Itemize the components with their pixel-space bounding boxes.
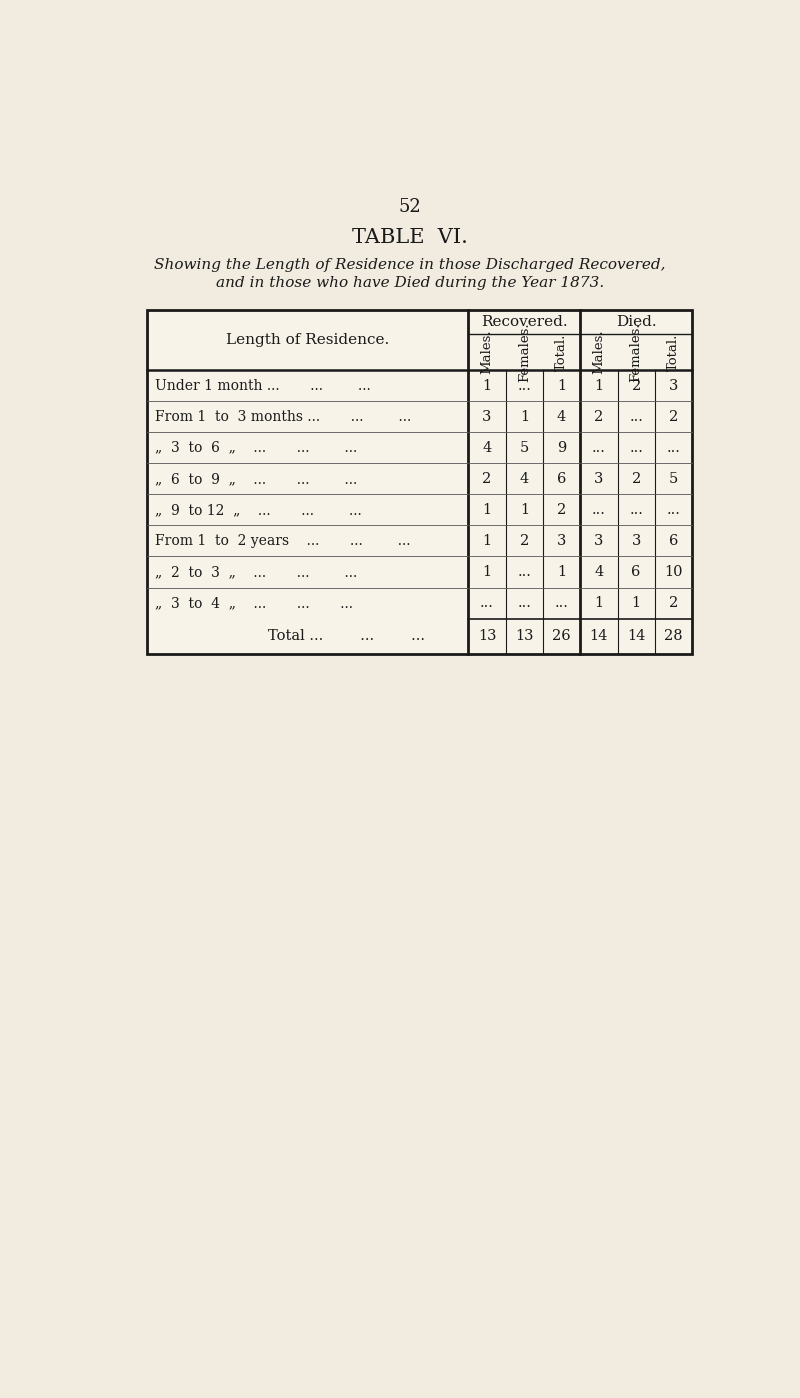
Text: ...: ... bbox=[666, 440, 680, 454]
Text: 13: 13 bbox=[515, 629, 534, 643]
Text: „  2  to  3  „    ...       ...        ...: „ 2 to 3 „ ... ... ... bbox=[154, 565, 357, 579]
Text: 3: 3 bbox=[557, 534, 566, 548]
Text: ...: ... bbox=[592, 503, 606, 517]
Text: 5: 5 bbox=[520, 440, 529, 454]
Text: 2: 2 bbox=[669, 596, 678, 610]
Text: 4: 4 bbox=[482, 440, 492, 454]
Text: 1: 1 bbox=[557, 379, 566, 393]
Text: 6: 6 bbox=[669, 534, 678, 548]
Text: 6: 6 bbox=[557, 473, 566, 487]
Text: ...: ... bbox=[630, 410, 643, 424]
Text: 10: 10 bbox=[664, 565, 682, 579]
Bar bbox=[146, 310, 692, 654]
Text: „  3  to  6  „    ...       ...        ...: „ 3 to 6 „ ... ... ... bbox=[154, 440, 357, 454]
Text: Males.: Males. bbox=[481, 330, 494, 375]
Text: Total.: Total. bbox=[667, 333, 680, 370]
Text: Females.: Females. bbox=[630, 322, 642, 382]
Text: ...: ... bbox=[518, 565, 531, 579]
Text: ...: ... bbox=[518, 379, 531, 393]
Text: 1: 1 bbox=[482, 565, 492, 579]
Text: 9: 9 bbox=[557, 440, 566, 454]
Text: 2: 2 bbox=[631, 379, 641, 393]
Text: 3: 3 bbox=[594, 534, 603, 548]
Text: 1: 1 bbox=[594, 596, 603, 610]
Text: 4: 4 bbox=[557, 410, 566, 424]
Text: 4: 4 bbox=[520, 473, 529, 487]
Text: „  6  to  9  „    ...       ...        ...: „ 6 to 9 „ ... ... ... bbox=[154, 473, 357, 487]
Text: ...: ... bbox=[480, 596, 494, 610]
Text: ...: ... bbox=[554, 596, 569, 610]
Text: ...: ... bbox=[666, 503, 680, 517]
Text: 4: 4 bbox=[594, 565, 603, 579]
Text: „  3  to  4  „    ...       ...       ...: „ 3 to 4 „ ... ... ... bbox=[154, 596, 353, 610]
Text: ...: ... bbox=[630, 503, 643, 517]
Text: 26: 26 bbox=[552, 629, 571, 643]
Text: From 1  to  2 years    ...       ...        ...: From 1 to 2 years ... ... ... bbox=[154, 534, 410, 548]
Text: ...: ... bbox=[518, 596, 531, 610]
Text: 1: 1 bbox=[594, 379, 603, 393]
Text: 14: 14 bbox=[627, 629, 646, 643]
Text: Males.: Males. bbox=[592, 330, 606, 375]
Text: Total ...        ...        ...: Total ... ... ... bbox=[267, 629, 425, 643]
Text: 3: 3 bbox=[594, 473, 603, 487]
Text: 3: 3 bbox=[482, 410, 492, 424]
Text: Showing the Length of Residence in those Discharged Recovered,: Showing the Length of Residence in those… bbox=[154, 257, 666, 271]
Text: 1: 1 bbox=[632, 596, 641, 610]
Text: 1: 1 bbox=[557, 565, 566, 579]
Text: 52: 52 bbox=[398, 197, 422, 215]
Text: 2: 2 bbox=[631, 473, 641, 487]
Text: „  9  to 12  „    ...       ...        ...: „ 9 to 12 „ ... ... ... bbox=[154, 503, 362, 517]
Text: Died.: Died. bbox=[616, 315, 657, 329]
Text: 2: 2 bbox=[594, 410, 603, 424]
Text: 5: 5 bbox=[669, 473, 678, 487]
Text: 13: 13 bbox=[478, 629, 496, 643]
Text: From 1  to  3 months ...       ...        ...: From 1 to 3 months ... ... ... bbox=[154, 410, 411, 424]
Text: 28: 28 bbox=[664, 629, 682, 643]
Text: 3: 3 bbox=[669, 379, 678, 393]
Text: TABLE  VI.: TABLE VI. bbox=[352, 228, 468, 247]
Text: 2: 2 bbox=[557, 503, 566, 517]
Text: ...: ... bbox=[592, 440, 606, 454]
Text: 2: 2 bbox=[669, 410, 678, 424]
Text: 2: 2 bbox=[482, 473, 492, 487]
Text: Recovered.: Recovered. bbox=[481, 315, 568, 329]
Text: Under 1 month ...       ...        ...: Under 1 month ... ... ... bbox=[154, 379, 370, 393]
Text: 2: 2 bbox=[520, 534, 529, 548]
Text: 14: 14 bbox=[590, 629, 608, 643]
Text: Length of Residence.: Length of Residence. bbox=[226, 333, 389, 347]
Text: 1: 1 bbox=[520, 503, 529, 517]
Text: 1: 1 bbox=[482, 503, 492, 517]
Text: Total.: Total. bbox=[555, 333, 568, 370]
Text: 1: 1 bbox=[482, 534, 492, 548]
Text: 6: 6 bbox=[631, 565, 641, 579]
Text: ...: ... bbox=[630, 440, 643, 454]
Text: 1: 1 bbox=[482, 379, 492, 393]
Text: Females.: Females. bbox=[518, 322, 531, 382]
Text: 3: 3 bbox=[631, 534, 641, 548]
Text: 1: 1 bbox=[520, 410, 529, 424]
Text: and in those who have Died during the Year 1873.: and in those who have Died during the Ye… bbox=[216, 275, 604, 289]
